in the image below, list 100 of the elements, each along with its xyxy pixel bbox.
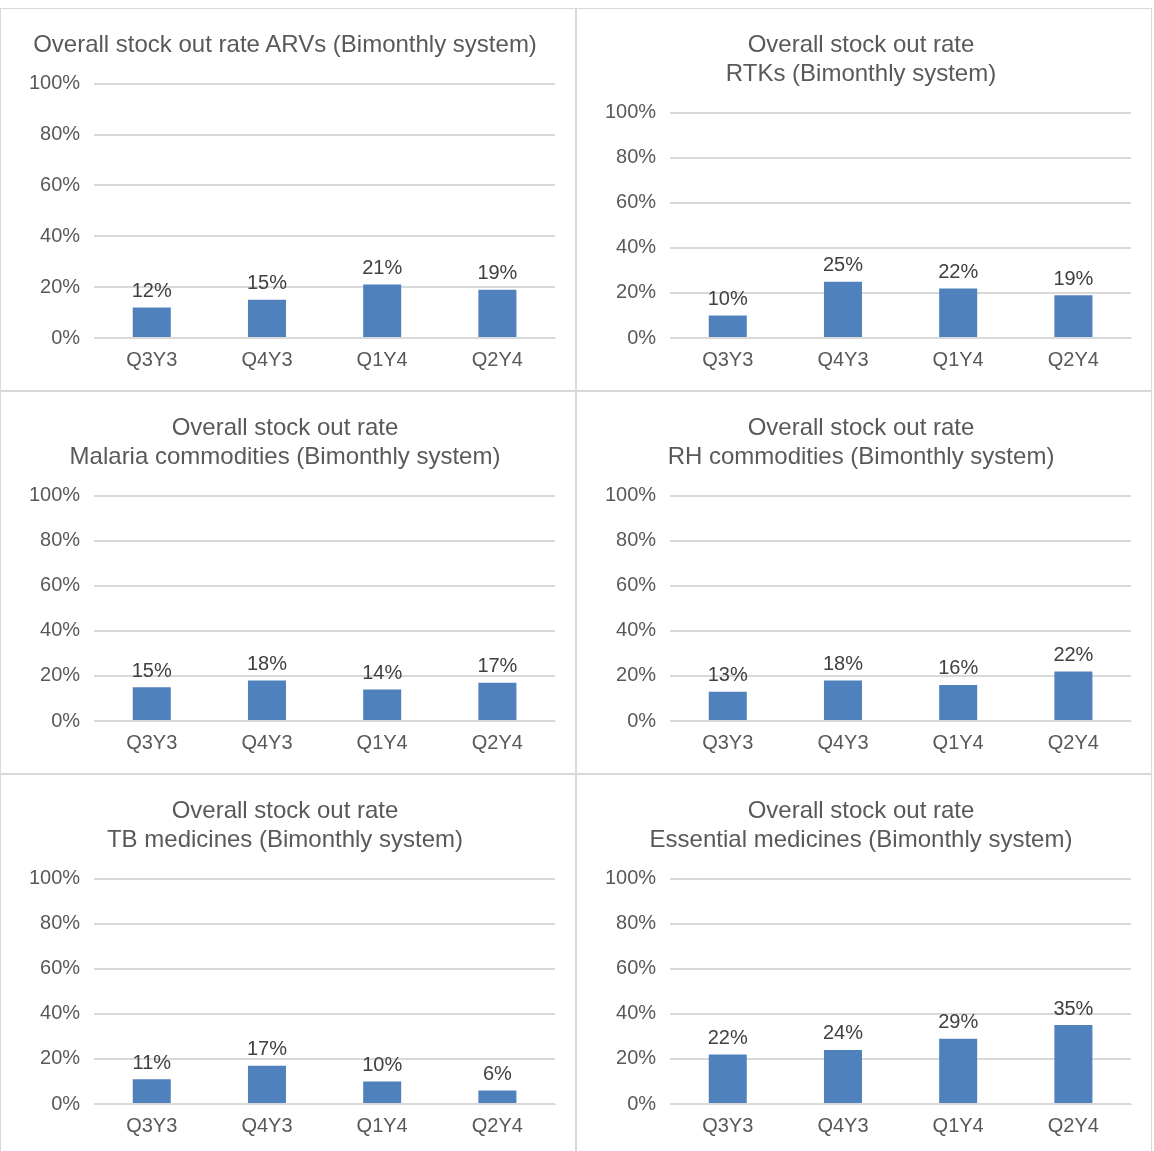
bar [1054,1025,1093,1103]
y-tick-label: 20% [616,663,657,686]
bar [823,281,862,337]
y-tick-label: 20% [40,663,81,686]
bar [939,1038,978,1103]
bar [939,288,978,337]
bar [247,299,286,337]
bar [132,687,171,720]
chart-title: Overall stock out rate Malaria commodities (Bimonthly system) [69,413,501,469]
data-label: 11% [132,1050,172,1073]
bar [708,1054,747,1103]
x-tick-label: Q4Y3 [817,730,869,753]
bar [1054,295,1093,337]
bar [1054,671,1093,720]
data-label: 29% [938,1010,979,1033]
y-tick-label: 100% [29,71,81,94]
bar [247,680,286,720]
y-tick-label: 60% [616,956,657,979]
bar [132,1079,171,1103]
y-tick-label: 0% [627,1091,657,1114]
y-tick-label: 60% [616,573,657,596]
y-tick-label: 80% [40,911,81,934]
data-label: 10% [707,286,748,309]
y-tick-label: 20% [616,280,657,303]
data-label: 12% [131,279,172,302]
data-label: 16% [938,656,979,679]
data-label: 17% [246,1037,288,1060]
x-tick-label: Q3Y3 [702,1113,754,1136]
x-tick-label: Q2Y4 [471,1113,523,1136]
x-tick-label: Q4Y3 [241,1113,293,1136]
data-label: 25% [822,253,864,276]
bar [708,691,747,720]
x-tick-label: Q3Y3 [126,347,178,370]
x-tick-label: Q1Y4 [356,347,408,370]
x-tick-label: Q2Y4 [471,730,523,753]
x-tick-label: Q4Y3 [241,347,293,370]
y-tick-label: 60% [40,956,81,979]
data-label: 22% [938,259,979,282]
x-tick-label: Q2Y4 [471,347,523,370]
x-tick-label: Q3Y3 [126,730,178,753]
y-tick-label: 40% [616,1001,657,1024]
y-tick-label: 100% [29,866,81,889]
bar [132,307,171,337]
y-tick-label: 60% [40,573,81,596]
data-label: 19% [477,261,518,284]
data-label: 24% [822,1021,864,1044]
chart-title: Overall stock out rate RTKs (Bimonthly system) [725,30,997,86]
bar [823,1049,862,1103]
data-label: 18% [246,651,288,674]
y-tick-label: 0% [51,325,81,348]
bar [939,684,978,720]
data-label: 19% [1053,266,1094,289]
bar [708,315,747,337]
bar [478,289,517,337]
y-tick-label: 60% [616,190,657,213]
y-tick-label: 20% [40,274,81,297]
y-tick-label: 80% [616,145,657,168]
y-tick-label: 80% [40,528,81,551]
y-tick-label: 80% [40,122,81,145]
data-label: 22% [1053,642,1094,665]
bar [363,689,402,720]
y-tick-label: 100% [29,483,81,506]
y-tick-label: 60% [40,173,81,195]
y-tick-label: 0% [627,325,657,348]
x-tick-label: Q4Y3 [817,347,869,370]
data-label: 6% [482,1061,513,1084]
x-tick-label: Q1Y4 [356,1113,408,1136]
y-tick-label: 40% [40,618,81,641]
y-tick-label: 0% [627,708,657,731]
y-tick-label: 0% [51,1091,81,1114]
x-tick-label: Q3Y3 [126,1113,178,1136]
chart-title: Overall stock out rate TB medicines (Bimonthly system) [106,796,464,852]
y-tick-label: 80% [616,911,657,934]
data-label: 13% [707,663,748,686]
bar [478,682,517,720]
y-tick-label: 100% [605,483,657,506]
y-tick-label: 40% [40,1001,81,1024]
data-label: 18% [822,651,864,674]
x-tick-label: Q3Y3 [702,730,754,753]
x-tick-label: Q1Y4 [356,730,408,753]
data-label: 14% [362,660,403,683]
x-tick-label: Q1Y4 [932,730,984,753]
data-label: 35% [1053,996,1094,1019]
x-tick-label: Q2Y4 [1047,1113,1099,1136]
bar [363,1081,402,1103]
y-tick-label: 40% [616,618,657,641]
x-tick-label: Q1Y4 [932,1113,984,1136]
y-tick-label: 40% [40,223,81,246]
y-tick-label: 100% [605,100,657,123]
chart-title: Overall stock out rate Essential medicines (Bimonthly system) [649,796,1073,852]
chart-title: Overall stock out rate ARVs (Bimonthly system) [33,30,537,58]
bar [247,1065,286,1103]
y-tick-label: 0% [51,708,81,731]
bar [363,284,402,337]
x-tick-label: Q1Y4 [932,347,984,370]
data-label: 17% [477,654,518,677]
y-tick-label: 40% [616,235,657,258]
data-label: 15% [246,271,288,294]
y-tick-label: 20% [616,1046,657,1069]
data-label: 21% [362,256,403,279]
